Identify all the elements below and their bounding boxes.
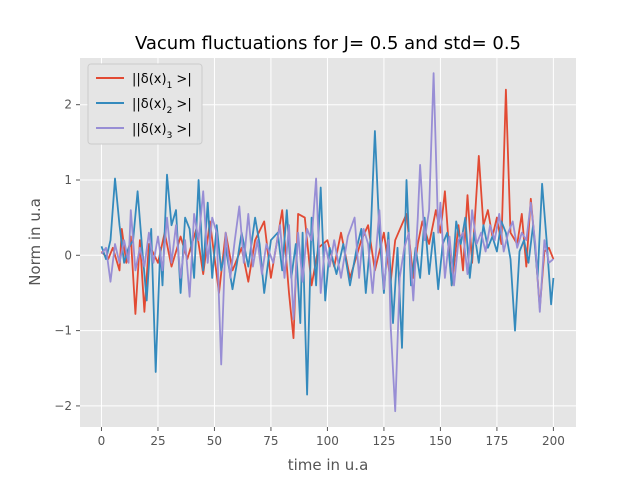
legend-label-2: ||δ(x)2 >| <box>132 97 192 116</box>
y-axis-ticks: −2 −1 0 1 2 <box>54 98 80 413</box>
y-tick-label: −1 <box>54 324 72 338</box>
x-axis-label: time in u.a <box>288 456 369 474</box>
legend-label-1: ||δ(x)1 >| <box>132 72 192 91</box>
x-tick-label: 50 <box>207 434 222 448</box>
x-tick-label: 25 <box>150 434 165 448</box>
y-axis-label: Norm in u.a <box>26 198 44 286</box>
x-tick-label: 200 <box>542 434 565 448</box>
x-tick-label: 150 <box>429 434 452 448</box>
legend: ||δ(x)1 >| ||δ(x)2 >| ||δ(x)3 >| <box>87 63 203 145</box>
x-axis-ticks: 0 25 50 75 100 125 150 175 200 <box>98 427 565 448</box>
series-line-3 <box>100 72 554 413</box>
x-tick-label: 75 <box>263 434 278 448</box>
legend-box <box>87 63 203 145</box>
x-tick-label: 175 <box>485 434 508 448</box>
chart-title: Vacum fluctuations for J= 0.5 and std= 0… <box>135 33 521 54</box>
x-tick-label: 0 <box>98 434 106 448</box>
series-line-2 <box>100 130 555 396</box>
series-lines <box>100 72 555 413</box>
x-tick-label: 125 <box>372 434 395 448</box>
y-tick-label: −2 <box>54 399 72 413</box>
legend-label-3: ||δ(x)3 >| <box>132 122 192 141</box>
y-tick-label: 1 <box>64 173 72 187</box>
y-tick-label: 0 <box>64 248 72 262</box>
y-tick-label: 2 <box>64 98 72 112</box>
x-tick-label: 100 <box>316 434 339 448</box>
